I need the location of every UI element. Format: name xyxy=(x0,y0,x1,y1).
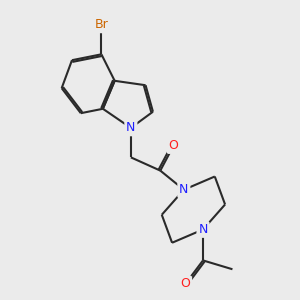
Text: N: N xyxy=(126,122,136,134)
Text: N: N xyxy=(198,223,208,236)
Text: O: O xyxy=(180,278,190,290)
Text: N: N xyxy=(179,183,188,196)
Text: Br: Br xyxy=(94,18,108,32)
Text: O: O xyxy=(169,139,178,152)
